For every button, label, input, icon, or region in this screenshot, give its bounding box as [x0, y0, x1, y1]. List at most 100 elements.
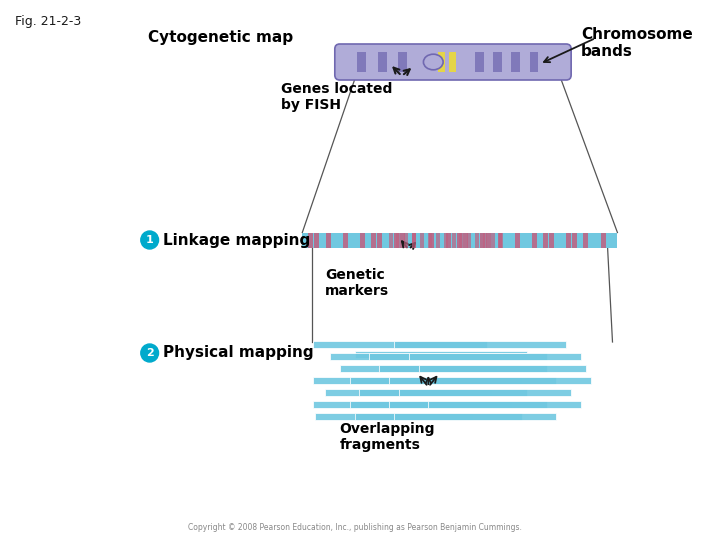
- Bar: [372, 233, 377, 247]
- Bar: [313, 341, 487, 348]
- Bar: [377, 233, 382, 247]
- Bar: [457, 233, 462, 247]
- Bar: [577, 233, 582, 247]
- Bar: [532, 233, 537, 247]
- Bar: [366, 233, 371, 247]
- Bar: [409, 353, 581, 360]
- Bar: [428, 401, 581, 408]
- Bar: [313, 401, 468, 408]
- Bar: [315, 413, 472, 420]
- Bar: [428, 233, 433, 247]
- Bar: [357, 52, 366, 72]
- Bar: [400, 233, 405, 247]
- Bar: [438, 52, 445, 72]
- Bar: [331, 233, 336, 247]
- Bar: [521, 233, 526, 247]
- Text: Overlapping
fragments: Overlapping fragments: [340, 422, 435, 452]
- Bar: [555, 233, 559, 247]
- Bar: [503, 233, 508, 247]
- Bar: [428, 376, 591, 383]
- Bar: [475, 52, 484, 72]
- Bar: [302, 233, 307, 247]
- Bar: [343, 233, 348, 247]
- Bar: [480, 233, 485, 247]
- Bar: [418, 364, 586, 372]
- Bar: [475, 233, 480, 247]
- Bar: [459, 233, 464, 247]
- Bar: [398, 52, 407, 72]
- Bar: [389, 376, 557, 383]
- Bar: [549, 233, 554, 247]
- Bar: [469, 233, 474, 247]
- Bar: [467, 233, 472, 247]
- Text: Linkage mapping: Linkage mapping: [163, 233, 311, 247]
- Bar: [389, 401, 546, 408]
- Bar: [389, 233, 392, 247]
- Bar: [509, 233, 514, 247]
- Text: Cytogenetic map: Cytogenetic map: [148, 30, 293, 45]
- Bar: [572, 233, 577, 247]
- Bar: [440, 233, 445, 247]
- Text: Fig. 21-2-3: Fig. 21-2-3: [15, 15, 81, 28]
- Bar: [449, 52, 456, 72]
- Ellipse shape: [423, 54, 443, 70]
- Bar: [394, 413, 557, 420]
- Bar: [511, 52, 521, 72]
- Bar: [308, 233, 313, 247]
- Bar: [451, 233, 456, 247]
- Bar: [492, 233, 497, 247]
- Bar: [612, 233, 617, 247]
- Bar: [600, 233, 606, 247]
- Bar: [379, 364, 546, 372]
- Bar: [360, 233, 365, 247]
- Bar: [561, 233, 565, 247]
- Bar: [394, 341, 566, 348]
- Text: Physical mapping: Physical mapping: [163, 346, 314, 361]
- Bar: [337, 233, 342, 247]
- Bar: [350, 376, 522, 383]
- Bar: [526, 233, 531, 247]
- Bar: [359, 388, 527, 395]
- Text: Copyright © 2008 Pearson Education, Inc., publishing as Pearson Benjamin Cumming: Copyright © 2008 Pearson Education, Inc.…: [188, 523, 521, 532]
- Bar: [444, 233, 448, 247]
- Bar: [325, 233, 330, 247]
- Bar: [350, 401, 512, 408]
- Bar: [498, 233, 503, 247]
- Bar: [418, 233, 422, 247]
- Bar: [383, 233, 388, 247]
- Bar: [405, 233, 408, 247]
- Bar: [348, 233, 354, 247]
- Bar: [412, 233, 416, 247]
- Text: 2: 2: [146, 348, 153, 358]
- Bar: [589, 233, 594, 247]
- Bar: [483, 233, 487, 247]
- Bar: [330, 353, 503, 360]
- Bar: [544, 233, 548, 247]
- Circle shape: [141, 231, 158, 249]
- Bar: [493, 52, 503, 72]
- Bar: [530, 52, 539, 72]
- Bar: [420, 233, 424, 247]
- Bar: [397, 233, 400, 247]
- Bar: [463, 233, 468, 247]
- Text: Genes located
by FISH: Genes located by FISH: [281, 82, 392, 112]
- Bar: [313, 376, 471, 383]
- Circle shape: [141, 344, 158, 362]
- Bar: [491, 233, 495, 247]
- Bar: [428, 233, 432, 247]
- Bar: [399, 388, 571, 395]
- FancyBboxPatch shape: [335, 44, 571, 80]
- Bar: [486, 233, 491, 247]
- Bar: [314, 233, 319, 247]
- Bar: [354, 350, 527, 357]
- Bar: [395, 233, 400, 247]
- Bar: [436, 233, 440, 247]
- Bar: [595, 233, 600, 247]
- Text: 1: 1: [146, 235, 153, 245]
- Bar: [320, 233, 325, 247]
- Bar: [583, 233, 588, 247]
- Bar: [451, 233, 456, 247]
- Bar: [413, 233, 416, 247]
- Bar: [340, 364, 498, 372]
- Bar: [302, 233, 618, 247]
